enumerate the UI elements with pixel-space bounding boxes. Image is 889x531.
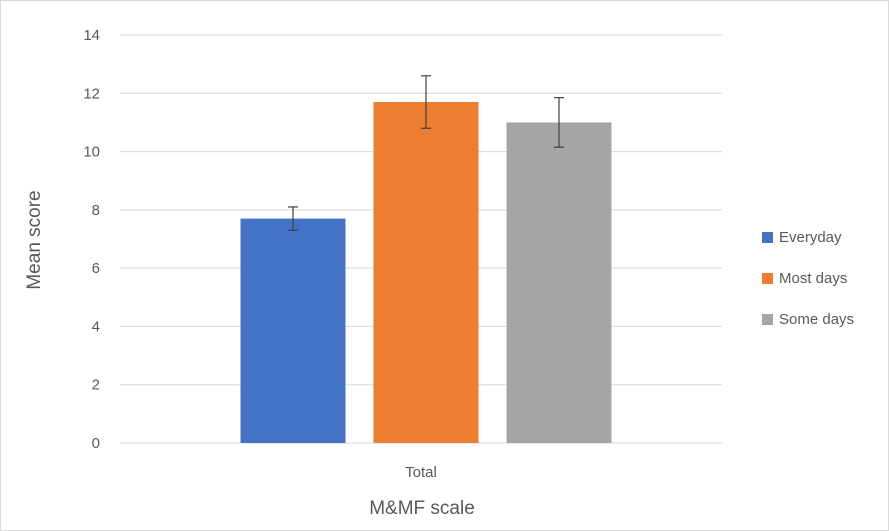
legend: Everyday Most days Some days bbox=[762, 229, 854, 328]
y-tick-label: 8 bbox=[92, 202, 100, 219]
y-tick-label: 4 bbox=[92, 318, 100, 335]
bar-everyday bbox=[240, 218, 346, 443]
legend-swatch bbox=[762, 314, 773, 325]
legend-swatch bbox=[762, 273, 773, 284]
legend-label: Everyday bbox=[779, 229, 842, 246]
y-tick-label: 12 bbox=[83, 85, 100, 102]
x-axis-title: M&MF scale bbox=[369, 498, 475, 519]
y-axis-ticks: 0 2 4 6 8 10 12 14 bbox=[83, 27, 100, 452]
error-bars bbox=[288, 75, 564, 231]
bar-some-days bbox=[506, 122, 612, 443]
y-tick-label: 10 bbox=[83, 144, 100, 161]
y-tick-label: 6 bbox=[92, 260, 100, 277]
y-axis-title: Mean score bbox=[24, 190, 45, 289]
bar-most-days bbox=[373, 102, 479, 444]
legend-label: Most days bbox=[779, 270, 847, 287]
y-tick-label: 0 bbox=[92, 435, 100, 452]
x-tick-label: Total bbox=[405, 464, 437, 481]
bars bbox=[240, 102, 612, 444]
legend-swatch bbox=[762, 232, 773, 243]
legend-label: Some days bbox=[779, 311, 854, 328]
x-axis-ticks: Total bbox=[405, 464, 437, 481]
y-tick-label: 14 bbox=[83, 27, 100, 44]
y-tick-label: 2 bbox=[92, 377, 100, 394]
